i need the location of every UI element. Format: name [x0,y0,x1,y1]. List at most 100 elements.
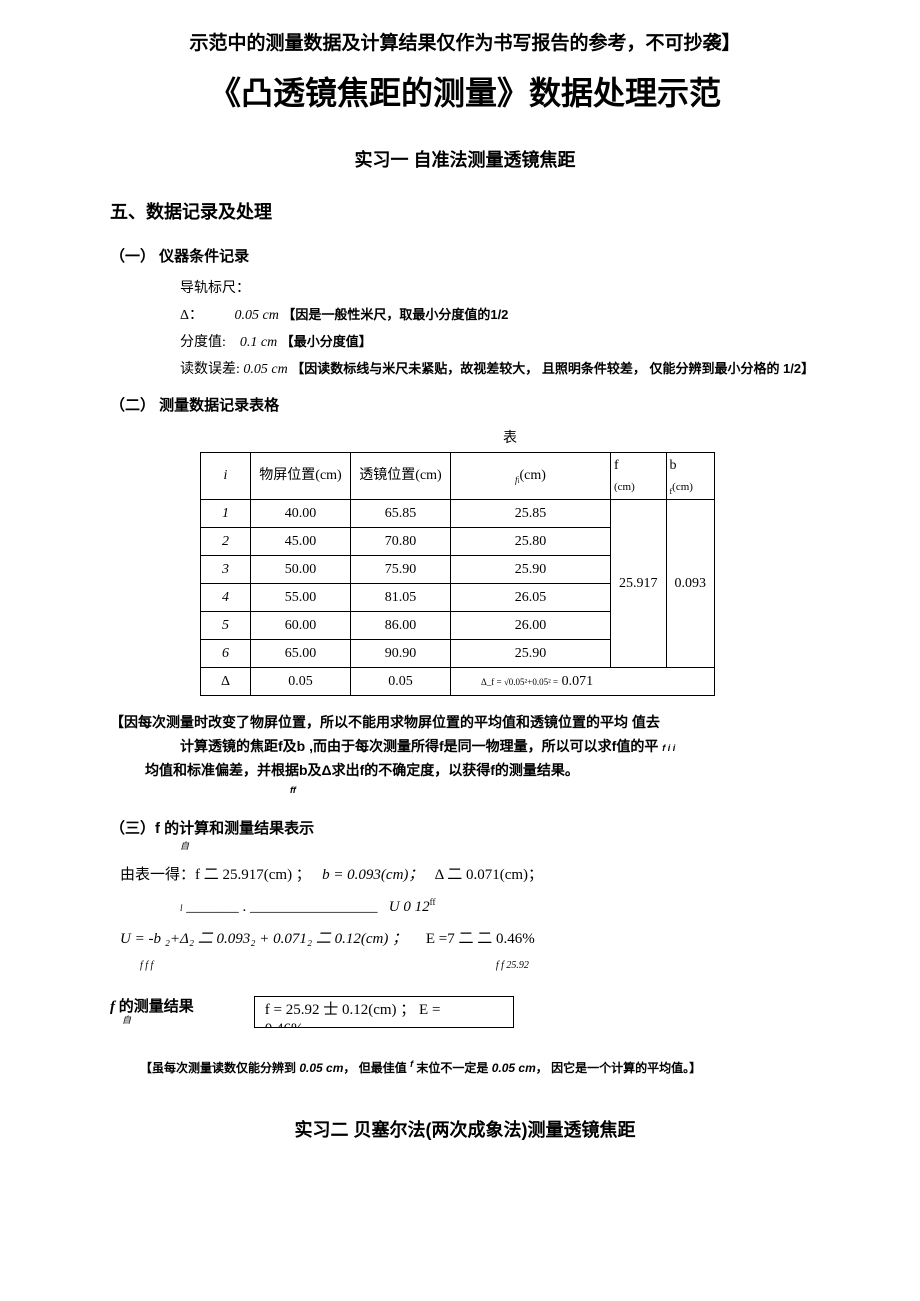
cell-c: 25.90 [451,640,611,668]
exercise2-title: 实习二 贝塞尔法(两次成象法)测量透镜焦距 [110,1117,820,1144]
table-explanation: 【因每次测量时改变了物屏位置，所以不能用求物屏位置的平均值和透镜位置的平均 值去… [110,711,820,798]
cond-div-val: 0.1 cm [240,335,277,350]
note-l3-tiny: ff [290,783,820,798]
th-f: f [614,458,619,473]
calc-l1-b: b = 0.093(cm)； [322,867,423,883]
cell-i: 4 [201,584,251,612]
cell-i: 1 [201,500,251,528]
cell-c: 25.85 [451,500,611,528]
data-table: i 物屏位置(cm) 透镜位置(cm) fi(cm) f(cm) bf(cm) … [200,452,715,697]
calc-l2: l _______ . _________________ U 0 12ff [120,892,820,922]
cell-fmean: 25.917 [611,500,667,668]
cell-b: 90.90 [351,640,451,668]
delta-formula: Δ_f = √0.05²+0.05² = [481,677,558,687]
calculation-block: 由表一得：f 二 25.917(cm) ； b = 0.093(cm)； Δ 二… [120,860,820,976]
result-box-l2: 0.46% [265,1020,503,1028]
cell-b: 86.00 [351,612,451,640]
cell-delta-b: 0.05 [351,668,451,696]
th-lens-pos: 透镜位置(cm) [351,452,451,500]
calc-l2-sub: l [180,903,183,913]
bn-pre: 【虽每次测量读数仅能分辨到 [140,1061,299,1075]
note-l2-tiny: f i i [662,743,675,753]
cell-i: 6 [201,640,251,668]
calc-l3: U = -b ₂+Δ₂ 二 0.093₂ + 0.071₂ 二 0.12(cm)… [120,924,820,954]
bn-v2: 0.05 cm [492,1061,536,1075]
cond-line4: 读数误差: 0.05 cm 【因读数标线与米尺未紧贴，故视差较大， 且照明条件较… [180,359,820,380]
cond-read-note: 【因读数标线与米尺未紧贴，故视差较大， 且照明条件较差， 仅能分辨到最小分格的 … [291,361,814,376]
cond-read-val: 0.05 cm [243,362,287,377]
th-f-unit: (cm) [614,481,635,493]
calc-l4: f f f f f 25.92 [120,956,820,976]
result-row: f f 的测量结果 的测量结果 自 f = 25.92 士 0.12(cm) ；… [110,996,820,1028]
cell-a: 55.00 [251,584,351,612]
table-delta-row: Δ 0.05 0.05 Δ_f = √0.05²+0.05² = 0.071 [201,668,715,696]
cell-a: 60.00 [251,612,351,640]
main-title: 《凸透镜焦距的测量》数据处理示范 [110,69,820,117]
th-screen-pos: 物屏位置(cm) [251,452,351,500]
note-l2: 计算透镜的焦距f及b ,而由于每次测量所得f是同一物理量，所以可以求f值的平 f… [180,735,820,759]
cond-div-note: 【最小分度值】 [281,334,372,349]
th-fmean: f (cm) [611,452,667,500]
cell-c: 25.90 [451,556,611,584]
cond-line1: 导轨标尺： [180,278,820,299]
bn-end: ， 因它是一个计算的平均值。】 [536,1061,701,1075]
cell-b: 70.80 [351,528,451,556]
cell-c: 25.80 [451,528,611,556]
result-box-l1: f = 25.92 士 0.12(cm) ； E = [265,1001,503,1021]
cell-b: 75.90 [351,556,451,584]
bn-mid: ， 但最佳值 [343,1061,410,1075]
calc-l2-under: _______ . _________________ [186,899,377,915]
note-l1: 【因每次测量时改变了物屏位置，所以不能用求物屏位置的平均值和透镜位置的平均 值去 [110,711,820,735]
bn-mid2: 末位不一定是 [413,1061,492,1075]
cond-delta-note: 【因是一般性米尺，取最小分度值的1/2 [282,307,508,322]
cell-a: 50.00 [251,556,351,584]
result-box: f = 25.92 士 0.12(cm) ； E = 0.46% [254,996,514,1028]
bn-v1: 0.05 cm [299,1061,343,1075]
cond-div-label: 分度值: [180,335,226,350]
subsec3-heading: （三）f 的计算和测量结果表示 [110,818,820,841]
cell-a: 40.00 [251,500,351,528]
cell-b: 81.05 [351,584,451,612]
delta-val: 0.071 [562,674,594,689]
table-row: 140.0065.8525.8525.9170.093 [201,500,715,528]
subsec3-sub: 自 [180,840,820,854]
cond-line2: Δ： 0.05 cm 【因是一般性米尺，取最小分度值的1/2 [180,305,820,326]
header-note: 示范中的测量数据及计算结果仅作为书写报告的参考，不可抄袭】 [110,30,820,59]
th-b-unit: (cm) [672,481,693,493]
subsec3-title: （三）f 的计算和测量结果表示 [110,820,314,837]
table-header-row: i 物屏位置(cm) 透镜位置(cm) fi(cm) f(cm) bf(cm) [201,452,715,500]
cell-delta-c: Δ_f = √0.05²+0.05² = 0.071 [451,668,715,696]
th-fi-unit: (cm) [520,468,546,483]
cond-line3: 分度值: 0.1 cm 【最小分度值】 [180,332,820,353]
th-i: i [201,452,251,500]
calc-l2-sup: ff [430,897,436,907]
th-b: b [670,458,677,473]
calc-l1-pre: 由表一得：f 二 25.917(cm) ； [120,867,311,883]
cell-delta-label: Δ [201,668,251,696]
cond-delta-val: 0.05 cm [235,308,279,323]
calc-l4-left: f f f [140,960,153,971]
note-l3-txt: 均值和标准偏差，并根据b及Δ求出f的不确定度，以获得f的测量结果。 [145,762,579,778]
calc-l4-right: f f 25.92 [496,960,529,971]
cond-delta-label: Δ： [180,308,203,323]
cell-b: 65.85 [351,500,451,528]
calc-l1-A: Δ 二 0.071(cm)； [435,867,543,883]
note-l3: 均值和标准偏差，并根据b及Δ求出f的不确定度，以获得f的测量结果。 [145,759,820,783]
table-caption: 表 [200,428,820,449]
th-fi: fi(cm) [451,452,611,500]
exercise1-title: 实习一 自准法测量透镜焦距 [110,147,820,174]
bottom-note: 【虽每次测量读数仅能分辨到 0.05 cm， 但最佳值 f 末位不一定是 0.0… [140,1058,820,1077]
cell-a: 65.00 [251,640,351,668]
calc-l2-right: U 0 12 [389,899,430,915]
cell-c: 26.00 [451,612,611,640]
result-label-wrap: f f 的测量结果 的测量结果 自 [110,996,254,1028]
calc-l3-u: U = -b ₂+Δ₂ 二 0.093₂ + 0.071₂ 二 0.12(cm)… [120,931,407,947]
cell-c: 26.05 [451,584,611,612]
cell-i: 3 [201,556,251,584]
note-l2-txt: 计算透镜的焦距f及b ,而由于每次测量所得f是同一物理量，所以可以求f值的平 [180,738,658,754]
calc-l1: 由表一得：f 二 25.917(cm) ； b = 0.093(cm)； Δ 二… [120,860,820,890]
subsec2-heading: （二） 测量数据记录表格 [110,395,820,418]
cell-a: 45.00 [251,528,351,556]
cell-bf: 0.093 [666,500,715,668]
cell-i: 2 [201,528,251,556]
